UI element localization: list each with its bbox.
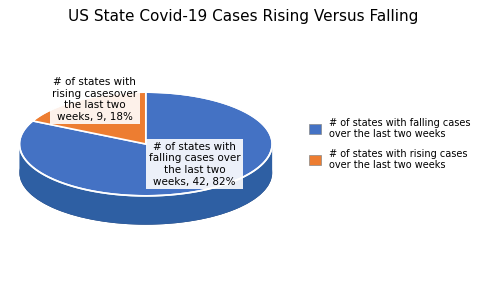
Text: US State Covid-19 Cases Rising Versus Falling: US State Covid-19 Cases Rising Versus Fa…	[68, 9, 418, 24]
Ellipse shape	[19, 121, 272, 225]
Text: # of states with
falling cases over
the last two
weeks, 42, 82%: # of states with falling cases over the …	[149, 142, 240, 187]
Legend: # of states with falling cases
over the last two weeks, # of states with rising : # of states with falling cases over the …	[306, 115, 473, 173]
Polygon shape	[33, 92, 146, 144]
Polygon shape	[19, 144, 272, 225]
Text: # of states with
rising casesover
the last two
weeks, 9, 18%: # of states with rising casesover the la…	[52, 77, 138, 122]
Polygon shape	[19, 92, 272, 196]
